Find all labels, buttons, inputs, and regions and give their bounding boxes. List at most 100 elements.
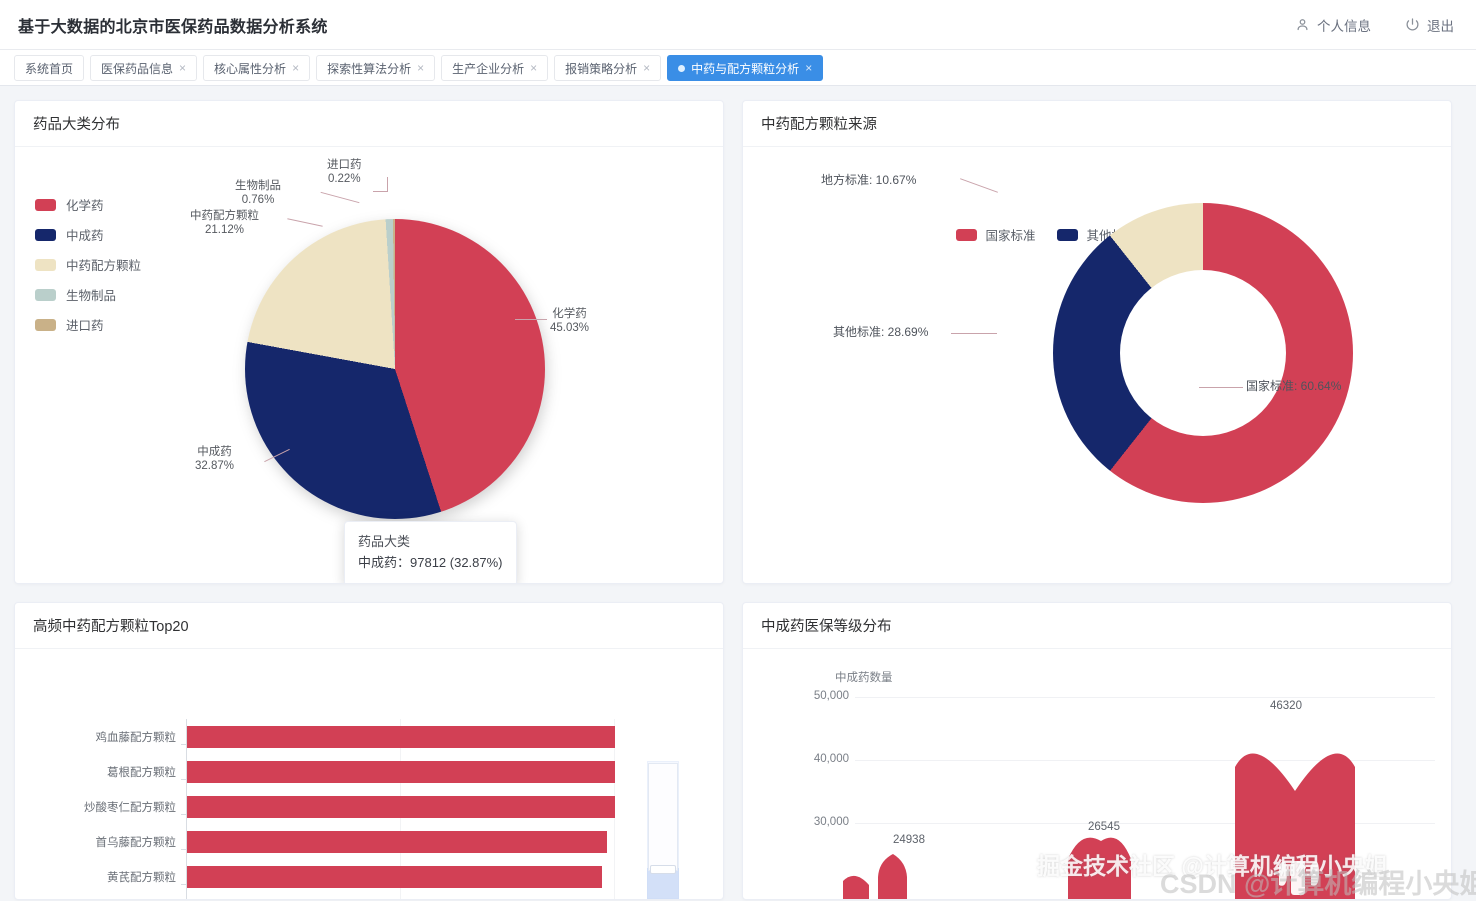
legend-label: 中药配方颗粒 <box>66 259 142 273</box>
pie-slices[interactable] <box>245 219 545 519</box>
hbar-canvas: 鸡血藤配方颗粒 葛根配方颗粒 炒酸枣仁配方颗粒 <box>15 649 723 899</box>
axis-tick <box>181 779 186 780</box>
legend-item-biological[interactable]: 生物制品 <box>35 285 141 304</box>
pie-label-name: 化学药 <box>552 308 587 320</box>
pie-label-pct: 0.76% <box>241 194 275 207</box>
active-tab-dot-icon <box>678 64 686 72</box>
legend-label: 进口药 <box>66 319 104 333</box>
y-axis-tick: 30,000 <box>813 816 849 828</box>
pie-tooltip: 药品大类 中成药：97812 (32.87%) <box>344 521 517 583</box>
tab-system-home[interactable]: 系统首页 <box>14 55 85 81</box>
tab-label: 核心属性分析 <box>214 61 287 76</box>
bar-rows: 鸡血藤配方颗粒 葛根配方颗粒 炒酸枣仁配方颗粒 <box>35 719 663 894</box>
tab-manufacturer-analysis[interactable]: 生产企业分析 × <box>441 55 549 81</box>
pie-leader-line <box>515 319 547 320</box>
pie-label-pct: 45.03% <box>550 322 590 335</box>
pie-label-name: 生物制品 <box>235 180 281 192</box>
horizontal-bar-chart[interactable]: 鸡血藤配方颗粒 葛根配方颗粒 炒酸枣仁配方颗粒 <box>15 649 723 899</box>
card-title: 中成药医保等级分布 <box>743 603 1451 649</box>
pie-label-name: 进口药 <box>327 159 362 171</box>
tab-drug-info[interactable]: 医保药品信息 × <box>90 55 198 81</box>
legend-label: 生物制品 <box>66 289 117 303</box>
donut-leader-line <box>960 178 998 193</box>
legend-item-national-standard[interactable]: 国家标准 <box>956 225 1035 244</box>
legend-label: 化学药 <box>66 199 104 213</box>
tab-close-icon[interactable]: × <box>179 61 187 75</box>
y-axis-line <box>186 719 187 899</box>
tab-exploratory-algorithm[interactable]: 探索性算法分析 × <box>316 55 436 81</box>
pie-leader-line <box>373 191 388 192</box>
tab-close-icon[interactable]: × <box>292 61 300 75</box>
card-granule-source: 中药配方颗粒来源 国家标准 其他标准 地方标准 <box>742 100 1452 584</box>
tab-label: 医保药品信息 <box>101 61 174 76</box>
pie-label-imported: 进口药 0.22% <box>327 158 362 187</box>
bar-fill <box>187 830 607 853</box>
logout-label: 退出 <box>1427 18 1454 34</box>
pie-leader-line <box>287 218 323 227</box>
donut-slices[interactable] <box>1053 203 1353 503</box>
bar-track <box>187 859 663 894</box>
table-row[interactable]: 黄芪配方颗粒 <box>35 859 663 894</box>
tab-close-icon[interactable]: × <box>417 61 425 75</box>
pictorial-canvas: 中成药数量 50,000 40,000 30,000 24938 26545 4… <box>743 649 1451 899</box>
gridline <box>855 760 1435 761</box>
card-title: 高频中药配方颗粒Top20 <box>15 603 723 649</box>
logout-button[interactable]: 退出 <box>1405 15 1454 35</box>
legend-item-patent-tcm[interactable]: 中成药 <box>35 225 141 244</box>
tab-label: 中药与配方颗粒分析 <box>691 61 800 76</box>
donut-label-other-standard: 其他标准: 28.69% <box>833 325 929 339</box>
card-title: 中药配方颗粒来源 <box>743 101 1451 147</box>
table-row[interactable]: 鸡血藤配方颗粒 <box>35 719 663 754</box>
tab-close-icon[interactable]: × <box>530 61 538 75</box>
bar-value-label: 24938 <box>893 834 925 846</box>
scrollbar-thumb[interactable] <box>648 763 678 871</box>
tab-core-attribute[interactable]: 核心属性分析 × <box>203 55 311 81</box>
card-tcm-insurance-level: 中成药医保等级分布 中成药数量 50,000 40,000 30,000 249… <box>742 602 1452 900</box>
y-axis-label: 中成药数量 <box>835 672 893 684</box>
power-icon <box>1405 17 1420 32</box>
tooltip-value: 中成药：97812 (32.87%) <box>358 555 503 571</box>
table-row[interactable]: 炒酸枣仁配方颗粒 <box>35 789 663 824</box>
pie-label-name: 中成药 <box>197 446 232 458</box>
donut-chart[interactable]: 国家标准 其他标准 地方标准 地方标准: 10.67% 其他标准 <box>743 147 1451 583</box>
donut-leader-line <box>1199 387 1243 388</box>
bar-value-label: 46320 <box>1270 700 1302 712</box>
tab-label: 探索性算法分析 <box>327 61 412 76</box>
pictorial-bar-group[interactable] <box>743 649 1452 899</box>
profile-button[interactable]: 个人信息 <box>1295 15 1371 35</box>
tab-reimbursement-strategy[interactable]: 报销策略分析 × <box>554 55 662 81</box>
pie-chart[interactable]: 化学药 中成药 中药配方颗粒 生物制品 <box>15 147 723 583</box>
legend-swatch-icon <box>35 228 56 241</box>
legend-item-imported[interactable]: 进口药 <box>35 315 141 334</box>
pie-label-pct: 0.22% <box>327 173 361 186</box>
scrollbar-handle[interactable] <box>650 865 676 874</box>
legend-item-chemical[interactable]: 化学药 <box>35 195 141 214</box>
y-axis-tick: 50,000 <box>813 690 849 702</box>
tab-close-icon[interactable]: × <box>805 61 813 75</box>
bar-track <box>187 719 663 754</box>
bar-fill <box>187 795 615 818</box>
y-axis-tick: 40,000 <box>813 753 849 765</box>
tab-tcm-granule-analysis[interactable]: 中药与配方颗粒分析 × <box>667 55 824 81</box>
pie-label-chemical: 化学药 45.03% <box>550 307 589 336</box>
tab-label: 生产企业分析 <box>452 61 525 76</box>
pictorial-bar-chart[interactable]: 中成药数量 50,000 40,000 30,000 24938 26545 4… <box>743 649 1451 899</box>
legend-swatch-icon <box>35 258 56 271</box>
legend-item-granule[interactable]: 中药配方颗粒 <box>35 255 141 274</box>
tab-bar: 系统首页 医保药品信息 × 核心属性分析 × 探索性算法分析 × 生产企业分析 … <box>0 50 1476 86</box>
profile-label: 个人信息 <box>1317 18 1371 34</box>
tab-label: 报销策略分析 <box>565 61 638 76</box>
page-title: 基于大数据的北京市医保药品数据分析系统 <box>18 18 328 36</box>
bar-track <box>187 754 663 789</box>
legend-label: 中成药 <box>66 229 104 243</box>
data-zoom-scrollbar[interactable] <box>647 761 679 899</box>
app-header: 基于大数据的北京市医保药品数据分析系统 个人信息 退出 <box>0 0 1476 50</box>
bar-fill <box>187 865 602 888</box>
bar-category-label: 鸡血藤配方颗粒 <box>95 731 177 744</box>
table-row[interactable]: 葛根配方颗粒 <box>35 754 663 789</box>
tab-close-icon[interactable]: × <box>643 61 651 75</box>
table-row[interactable]: 首乌藤配方颗粒 <box>35 824 663 859</box>
card-drug-category-distribution: 药品大类分布 化学药 中成药 中药配方颗粒 <box>14 100 724 584</box>
card-top20-granules: 高频中药配方颗粒Top20 鸡血藤配方颗粒 <box>14 602 724 900</box>
axis-tick <box>181 744 186 745</box>
